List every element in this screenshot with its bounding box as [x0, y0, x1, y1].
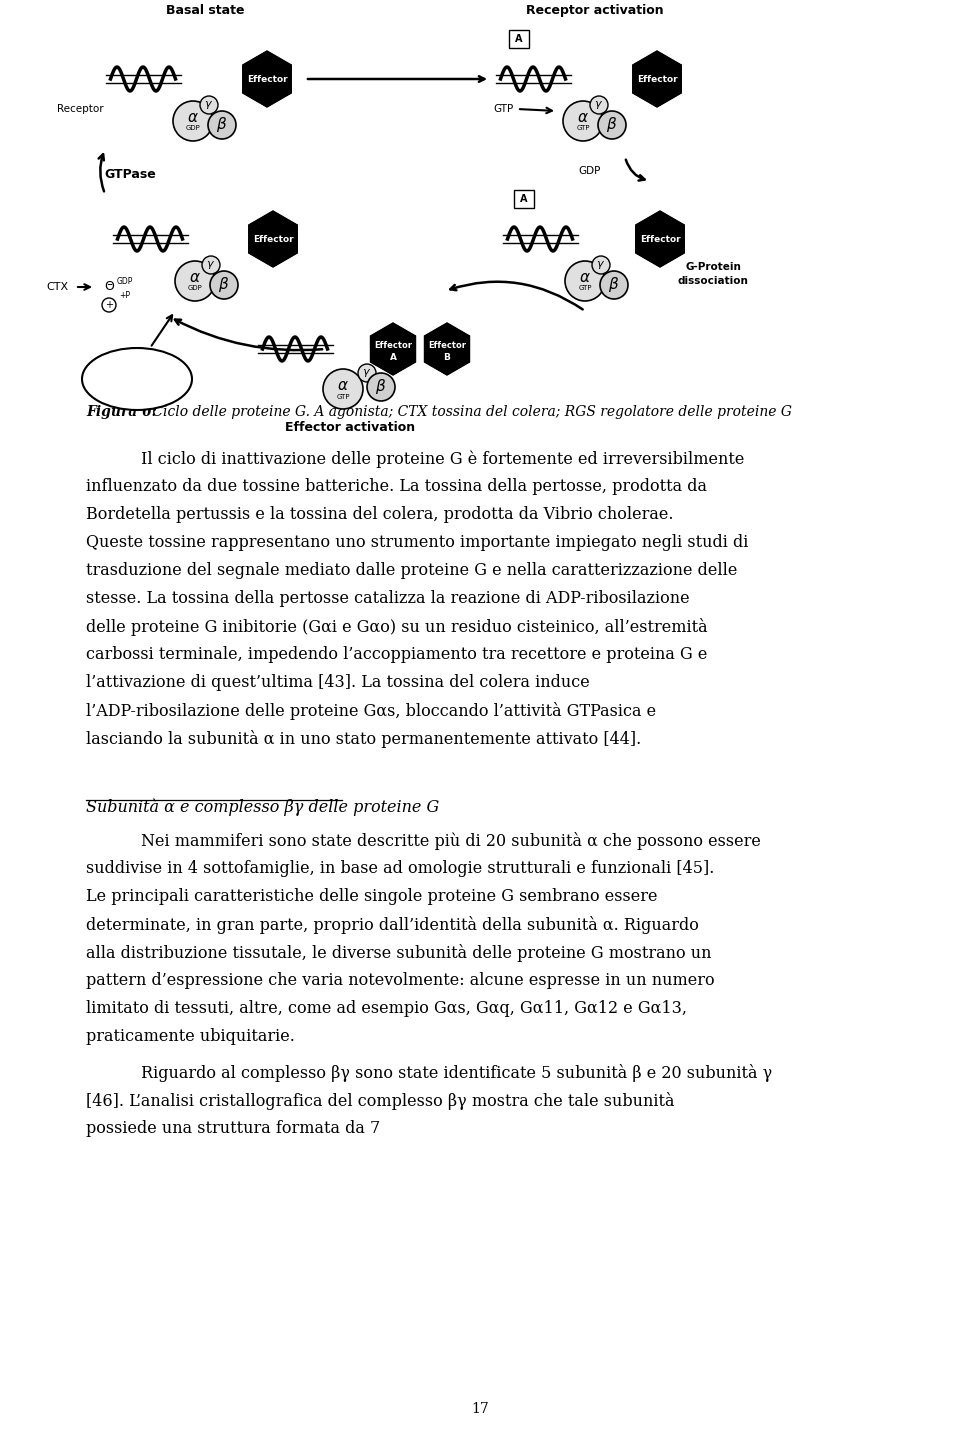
Polygon shape: [424, 323, 469, 375]
Circle shape: [200, 95, 218, 114]
Text: alla distribuzione tissutale, le diverse subunità delle proteine G mostrano un: alla distribuzione tissutale, le diverse…: [86, 944, 711, 962]
Circle shape: [367, 373, 395, 401]
Text: GDP: GDP: [187, 284, 203, 292]
Text: stesse. La tossina della pertosse catalizza la reazione di ADP-ribosilazione: stesse. La tossina della pertosse catali…: [86, 591, 689, 606]
Text: G-Protein: G-Protein: [685, 261, 741, 271]
Text: dissociation: dissociation: [678, 276, 749, 286]
Circle shape: [210, 271, 238, 299]
Polygon shape: [249, 211, 298, 267]
Polygon shape: [371, 323, 416, 375]
Text: Ciclo delle proteine G. A agonista; CTX tossina del colera; RGS regolatore delle: Ciclo delle proteine G. A agonista; CTX …: [148, 404, 792, 419]
Text: lasciando la subunità α in uno stato permanentemente attivato [44].: lasciando la subunità α in uno stato per…: [86, 731, 641, 748]
Text: Bordetella pertussis e la tossina del colera, prodotta da Vibrio cholerae.: Bordetella pertussis e la tossina del co…: [86, 505, 674, 523]
Text: Effector: Effector: [428, 341, 466, 349]
Circle shape: [202, 256, 220, 274]
Text: $\gamma$: $\gamma$: [594, 100, 604, 111]
Text: Riguardo al complesso βγ sono state identificate 5 subunità β e 20 subunità γ: Riguardo al complesso βγ sono state iden…: [141, 1064, 772, 1082]
Polygon shape: [636, 211, 684, 267]
Text: A: A: [520, 193, 528, 204]
Text: $\gamma$: $\gamma$: [363, 367, 372, 378]
Text: Effector: Effector: [374, 341, 412, 349]
Text: pattern d’espressione che varia notevolmente: alcune espresse in un numero: pattern d’espressione che varia notevolm…: [86, 972, 714, 989]
Text: Queste tossine rappresentano uno strumento importante impiegato negli studi di: Queste tossine rappresentano uno strumen…: [86, 534, 749, 552]
Text: $\alpha$: $\alpha$: [337, 377, 348, 393]
Text: determinate, in gran parte, proprio dall’identità della subunità α. Riguardo: determinate, in gran parte, proprio dall…: [86, 915, 699, 934]
Text: l’ADP-ribosilazione delle proteine Gαs, bloccando l’attività GTPasica e: l’ADP-ribosilazione delle proteine Gαs, …: [86, 702, 656, 721]
Text: l’attivazione di quest’ultima [43]. La tossina del colera induce: l’attivazione di quest’ultima [43]. La t…: [86, 674, 589, 692]
Text: Θ: Θ: [104, 280, 114, 293]
Text: trasduzione del segnale mediato dalle proteine G e nella caratterizzazione delle: trasduzione del segnale mediato dalle pr…: [86, 562, 737, 579]
Text: RGS Proteins: RGS Proteins: [104, 374, 171, 384]
Text: B: B: [444, 352, 450, 361]
Text: GTPase: GTPase: [104, 168, 156, 180]
Circle shape: [600, 271, 628, 299]
Text: 17: 17: [471, 1402, 489, 1417]
FancyBboxPatch shape: [514, 191, 534, 208]
Text: GDP: GDP: [185, 126, 201, 131]
Text: suddivise in 4 sottofamiglie, in base ad omologie strutturali e funzionali [45].: suddivise in 4 sottofamiglie, in base ad…: [86, 861, 714, 877]
Circle shape: [323, 370, 363, 409]
Text: GTP: GTP: [576, 126, 589, 131]
Text: praticamente ubiquitarie.: praticamente ubiquitarie.: [86, 1028, 295, 1045]
Text: +P: +P: [119, 290, 131, 299]
Circle shape: [208, 111, 236, 139]
Text: GDP: GDP: [117, 276, 133, 286]
Text: GTP: GTP: [336, 394, 349, 400]
Text: Subunità α e complesso βγ delle proteine G: Subunità α e complesso βγ delle proteine…: [86, 799, 440, 816]
Circle shape: [590, 95, 608, 114]
FancyBboxPatch shape: [509, 30, 529, 48]
Circle shape: [358, 364, 376, 383]
Text: $\beta$: $\beta$: [375, 377, 387, 397]
Text: Receptor: Receptor: [57, 104, 104, 114]
Text: Effector: Effector: [252, 234, 294, 244]
Text: $\beta$: $\beta$: [609, 276, 619, 295]
Text: [46]. L’analisi cristallografica del complesso βγ mostra che tale subunità: [46]. L’analisi cristallografica del com…: [86, 1092, 675, 1110]
Text: $\alpha$: $\alpha$: [187, 110, 199, 124]
Text: $\beta$: $\beta$: [216, 116, 228, 134]
Text: $\gamma$: $\gamma$: [204, 100, 213, 111]
Text: Effector: Effector: [636, 75, 678, 84]
Circle shape: [592, 256, 610, 274]
Text: influenzato da due tossine batteriche. La tossina della pertosse, prodotta da: influenzato da due tossine batteriche. L…: [86, 478, 707, 495]
Text: A: A: [390, 352, 396, 361]
Text: Receptor activation: Receptor activation: [526, 4, 663, 17]
Text: Effector: Effector: [639, 234, 681, 244]
Text: Effector: Effector: [247, 75, 287, 84]
Text: Nei mammiferi sono state descritte più di 20 subunità α che possono essere: Nei mammiferi sono state descritte più d…: [141, 832, 761, 851]
Circle shape: [175, 261, 215, 300]
Text: limitato di tessuti, altre, come ad esempio Gαs, Gαq, Gα11, Gα12 e Gα13,: limitato di tessuti, altre, come ad esem…: [86, 1001, 687, 1017]
Text: $\beta$: $\beta$: [607, 116, 617, 134]
Text: GDP: GDP: [579, 166, 601, 176]
Text: $\gamma$: $\gamma$: [596, 258, 606, 271]
Text: $\alpha$: $\alpha$: [577, 110, 588, 124]
Circle shape: [598, 111, 626, 139]
Circle shape: [563, 101, 603, 142]
Text: Le principali caratteristiche delle singole proteine G sembrano essere: Le principali caratteristiche delle sing…: [86, 888, 658, 905]
Text: possiede una struttura formata da 7: possiede una struttura formata da 7: [86, 1121, 380, 1136]
Text: $\alpha$: $\alpha$: [189, 270, 201, 284]
Circle shape: [102, 297, 116, 312]
Text: CTX: CTX: [46, 282, 68, 292]
Text: $\gamma$: $\gamma$: [206, 258, 216, 271]
Circle shape: [565, 261, 605, 300]
Text: +: +: [105, 300, 113, 310]
Text: Figura 6:: Figura 6:: [86, 404, 156, 419]
Circle shape: [173, 101, 213, 142]
Polygon shape: [633, 51, 682, 107]
Text: GTP: GTP: [492, 104, 514, 114]
Text: carbossi terminale, impedendo l’accoppiamento tra recettore e proteina G e: carbossi terminale, impedendo l’accoppia…: [86, 645, 708, 663]
Text: A: A: [516, 35, 523, 43]
Text: GTP: GTP: [578, 284, 591, 292]
Text: Effector activation: Effector activation: [285, 422, 415, 435]
Ellipse shape: [82, 348, 192, 410]
Text: $\alpha$: $\alpha$: [579, 270, 591, 284]
Text: $\beta$: $\beta$: [218, 276, 229, 295]
Text: Il ciclo di inattivazione delle proteine G è fortemente ed irreversibilmente: Il ciclo di inattivazione delle proteine…: [141, 451, 744, 468]
Text: delle proteine G inibitorie (Gαi e Gαo) su un residuo cisteinico, all’estremità: delle proteine G inibitorie (Gαi e Gαo) …: [86, 618, 708, 635]
Polygon shape: [243, 51, 291, 107]
Text: Basal state: Basal state: [166, 4, 244, 17]
